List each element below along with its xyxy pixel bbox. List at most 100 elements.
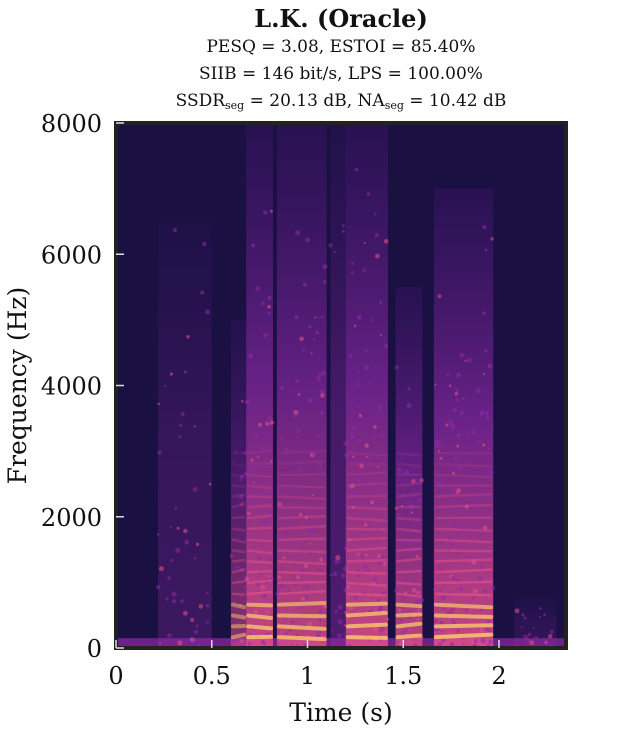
spectral-speckle <box>371 437 375 441</box>
spectral-speckle <box>349 483 355 489</box>
spectral-speckle <box>267 598 270 601</box>
spectral-speckle <box>186 335 190 339</box>
spectral-speckle <box>359 515 364 520</box>
spectral-speckle <box>315 633 320 638</box>
spectral-speckle <box>435 443 439 448</box>
spectral-speckle <box>267 557 272 562</box>
spectral-speckle <box>479 628 484 633</box>
spectral-speckle <box>264 642 267 646</box>
harmonic-line <box>277 460 326 466</box>
spectral-speckle <box>231 600 237 606</box>
spectral-speckle <box>200 290 205 295</box>
spectral-speckle <box>338 560 341 563</box>
spectral-speckle <box>351 506 355 509</box>
spectral-speckle <box>449 487 453 490</box>
harmonic-line <box>231 473 246 479</box>
spectral-speckle <box>291 606 294 609</box>
harmonic-line <box>396 538 422 542</box>
spectral-speckle <box>456 372 461 378</box>
spectral-speckle <box>434 383 437 386</box>
spectral-speckle <box>437 450 440 453</box>
spectral-speckle <box>368 381 372 385</box>
speech-segment <box>275 123 328 650</box>
spectral-speckle <box>276 488 281 493</box>
spectral-speckle <box>381 434 385 438</box>
na-subscript: seg <box>384 99 404 112</box>
spectral-speckle <box>433 627 438 632</box>
spectral-speckle <box>206 620 210 623</box>
spectral-speckle <box>243 451 247 455</box>
spectral-speckle <box>487 363 493 369</box>
spectral-speckle <box>451 619 455 624</box>
spectral-speckle <box>472 430 477 435</box>
spectral-speckle <box>323 604 327 608</box>
spectral-speckle <box>344 610 348 615</box>
harmonic-line <box>346 505 388 511</box>
spectral-speckle <box>307 398 313 403</box>
spectral-speckle <box>289 542 293 546</box>
spectral-speckle <box>464 359 467 362</box>
spectral-speckle <box>167 633 172 638</box>
spectral-speckle <box>356 314 362 320</box>
spectral-speckle <box>282 556 286 560</box>
spectral-speckle <box>349 605 354 611</box>
spectral-speckle <box>328 243 333 248</box>
spectral-speckle <box>250 243 256 248</box>
spectral-speckle <box>440 595 446 601</box>
spectral-speckle <box>183 528 188 534</box>
spectral-speckle <box>321 569 324 572</box>
spectral-speckle <box>337 633 342 638</box>
spectral-speckle <box>195 542 200 547</box>
spectral-speckle <box>547 633 553 639</box>
spectral-speckle <box>407 387 411 391</box>
spectral-speckle <box>353 324 357 328</box>
spectral-speckle <box>239 474 244 479</box>
spectral-speckle <box>448 537 454 542</box>
spectral-speckle <box>299 567 305 573</box>
spectral-speckle <box>340 573 346 578</box>
spectral-speckle <box>455 552 459 556</box>
spectral-speckle <box>371 318 375 322</box>
spectral-speckle <box>359 463 364 469</box>
spectral-speckle <box>549 629 554 634</box>
harmonic-line <box>396 557 422 563</box>
spectral-speckle <box>364 349 368 353</box>
spectral-speckle <box>400 540 405 546</box>
spectral-speckle <box>311 528 317 534</box>
harmonic-line <box>231 559 246 563</box>
spectral-speckle <box>184 540 189 545</box>
harmonic-line <box>276 624 327 631</box>
harmonic-line <box>246 549 273 555</box>
harmonic-line <box>246 473 273 478</box>
harmonic-line <box>396 547 422 552</box>
y-tick-label: 6000 <box>41 241 102 269</box>
spectral-speckle <box>301 596 306 601</box>
harmonic-line <box>246 602 274 608</box>
harmonic-line <box>230 602 247 610</box>
spectral-speckle <box>156 584 161 590</box>
harmonic-line <box>276 635 327 642</box>
spectral-speckle <box>350 271 354 275</box>
spectral-speckle <box>304 515 309 520</box>
spectral-speckle <box>337 604 343 610</box>
spectral-speckle <box>400 504 404 508</box>
spectral-speckle <box>257 422 263 427</box>
spectral-speckle <box>356 552 360 556</box>
harmonic-line <box>345 601 388 607</box>
spectral-speckle <box>205 309 210 315</box>
spectral-speckle <box>261 593 267 599</box>
spectral-speckle <box>378 405 383 410</box>
spectral-speckle <box>179 423 183 428</box>
spectral-speckle <box>376 536 380 540</box>
spectral-speckle <box>280 386 285 391</box>
spectral-speckle <box>280 567 284 571</box>
spectral-speckle <box>456 444 460 448</box>
spectral-speckle <box>520 625 523 629</box>
spectral-speckle <box>307 452 311 456</box>
spectral-speckle <box>183 370 187 374</box>
spectral-speckle <box>487 512 493 517</box>
spectral-speckle <box>245 508 249 512</box>
harmonic-line <box>434 592 493 597</box>
spectral-speckle <box>165 597 169 601</box>
harmonic-line <box>277 495 326 501</box>
